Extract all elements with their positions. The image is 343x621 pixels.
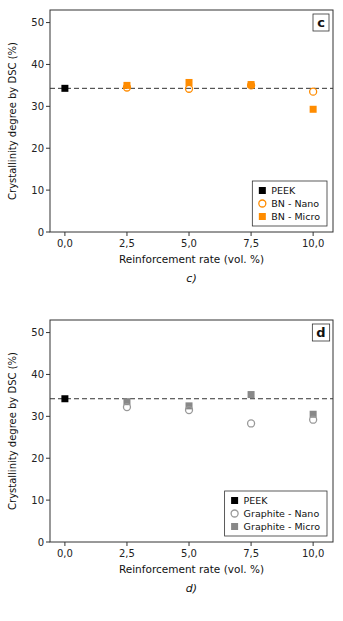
y-tick-label: 30 <box>31 411 44 422</box>
x-tick <box>64 232 65 236</box>
x-tick-label: 7,5 <box>243 548 259 559</box>
y-tick <box>46 374 50 375</box>
legend-swatch <box>231 510 238 517</box>
legend-swatch <box>231 497 238 504</box>
y-tick-label: 20 <box>31 143 44 154</box>
series <box>123 391 316 418</box>
legend: PEEK BN - Nano BN - Micro <box>252 181 327 226</box>
y-tick-label: 20 <box>31 453 44 464</box>
point <box>248 81 255 88</box>
point <box>248 420 255 427</box>
legend-swatch <box>259 187 266 194</box>
point <box>310 106 317 113</box>
panel: 0 10 20 30 40 50 0,0 2,5 5,0 7,5 10,0 Reinforcement… <box>7 10 334 285</box>
point <box>61 85 68 92</box>
x-tick-label: 7,5 <box>243 238 259 249</box>
x-tick <box>313 542 314 546</box>
y-tick <box>46 148 50 149</box>
y-tick <box>46 458 50 459</box>
panel-label-box <box>312 324 329 341</box>
x-tick <box>251 542 252 546</box>
point <box>248 391 255 398</box>
panel-sublabel: c) <box>186 272 196 285</box>
point <box>123 404 130 411</box>
x-tick-label: 5,0 <box>181 548 197 559</box>
legend-label: PEEK <box>271 185 296 196</box>
y-tick-label: 10 <box>31 185 44 196</box>
y-axis-label: Crystallinity degree by DSC (%) <box>7 42 18 200</box>
y-tick-label: 50 <box>31 17 44 28</box>
point <box>310 88 317 95</box>
legend-swatch <box>231 523 238 530</box>
y-tick <box>46 416 50 417</box>
legend-label: Graphite - Micro <box>244 521 321 532</box>
x-tick <box>313 232 314 236</box>
x-tick-label: 5,0 <box>181 238 197 249</box>
legend-label: BN - Nano <box>271 198 319 209</box>
legend-label: Graphite - Nano <box>244 508 320 519</box>
x-tick-label: 0,0 <box>57 548 73 559</box>
x-tick <box>64 542 65 546</box>
point <box>123 84 130 91</box>
y-tick-label: 40 <box>31 369 44 380</box>
x-tick <box>189 232 190 236</box>
legend-swatch <box>259 213 266 220</box>
x-tick <box>189 542 190 546</box>
x-tick <box>126 232 127 236</box>
y-tick-label: 10 <box>31 495 44 506</box>
y-tick <box>46 22 50 23</box>
y-tick <box>46 332 50 333</box>
legend-swatch <box>259 200 266 207</box>
x-tick-label: 2,5 <box>119 238 135 249</box>
y-tick-label: 0 <box>38 537 44 548</box>
x-tick <box>251 232 252 236</box>
y-tick-label: 50 <box>31 327 44 338</box>
legend-label: PEEK <box>244 495 269 506</box>
reference-line <box>50 398 333 399</box>
y-tick <box>46 542 50 543</box>
point <box>248 82 255 89</box>
plot-frame <box>50 320 333 542</box>
y-tick <box>46 190 50 191</box>
y-tick-label: 30 <box>31 101 44 112</box>
point <box>310 416 317 423</box>
point <box>186 407 193 414</box>
panel-label: c <box>317 15 325 30</box>
x-tick <box>126 542 127 546</box>
series <box>123 82 316 95</box>
panel: 0 10 20 30 40 50 0,0 2,5 5,0 7,5 10,0 Reinforcement… <box>7 320 334 595</box>
plot-area <box>50 391 333 427</box>
panel-label: d <box>316 325 325 340</box>
y-tick-label: 40 <box>31 59 44 70</box>
legend: PEEK Graphite - Nano Graphite - Micro <box>225 491 327 536</box>
x-tick-label: 10,0 <box>302 548 324 559</box>
legend-box <box>225 491 327 536</box>
plot-area <box>50 79 333 113</box>
y-tick-label: 0 <box>38 227 44 238</box>
plot-frame <box>50 10 333 232</box>
y-tick <box>46 232 50 233</box>
y-tick <box>46 500 50 501</box>
x-tick-label: 2,5 <box>119 548 135 559</box>
reference-line <box>50 88 333 89</box>
y-tick <box>46 64 50 65</box>
series <box>61 395 68 402</box>
x-tick-label: 0,0 <box>57 238 73 249</box>
x-axis-label: Reinforcement rate (vol. %) <box>119 563 264 575</box>
panel-sublabel: d) <box>186 582 197 595</box>
point <box>186 85 193 92</box>
series <box>123 79 316 113</box>
point <box>61 395 68 402</box>
x-tick-label: 10,0 <box>302 238 324 249</box>
legend-box <box>252 181 327 226</box>
legend-label: BN - Micro <box>271 211 320 222</box>
x-axis-label: Reinforcement rate (vol. %) <box>119 253 264 265</box>
figure: 0 10 20 30 40 50 0,0 2,5 5,0 7,5 10,0 Reinforcement… <box>0 0 343 621</box>
panel-label-box <box>313 14 329 31</box>
series <box>123 404 316 427</box>
y-axis-label: Crystallinity degree by DSC (%) <box>7 352 18 510</box>
series <box>61 85 68 92</box>
y-tick <box>46 106 50 107</box>
